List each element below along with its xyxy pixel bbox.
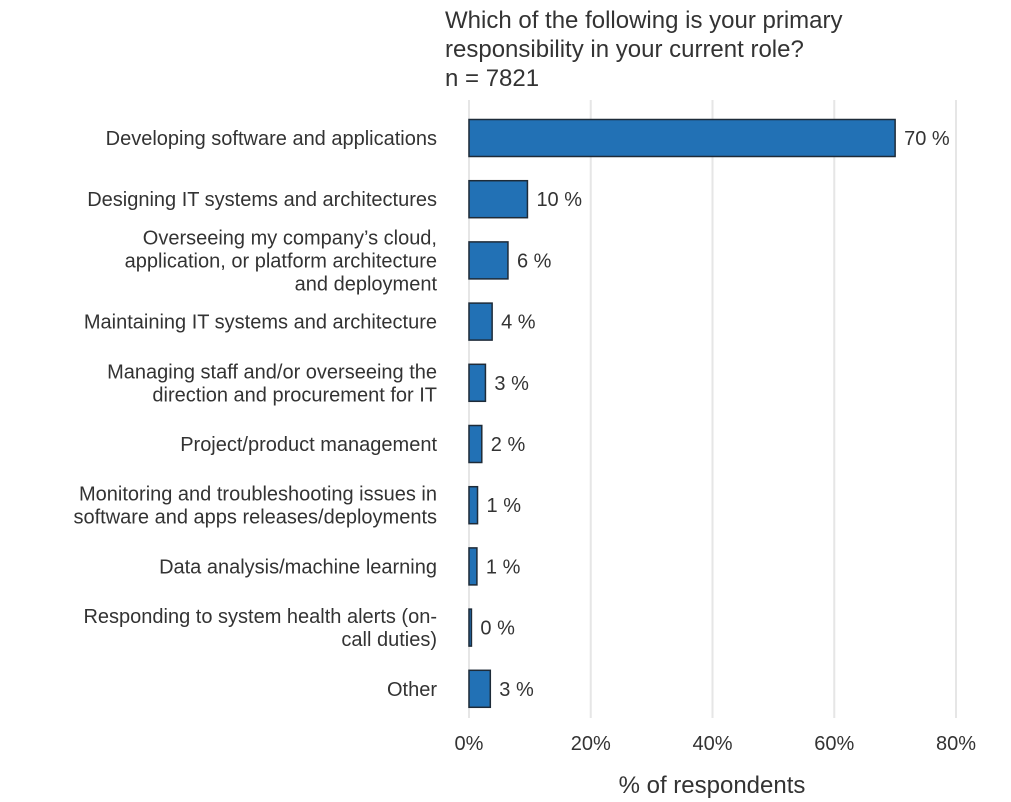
bar: [468, 241, 509, 280]
bar: [468, 118, 896, 158]
x-axis-title: % of respondents: [619, 772, 806, 799]
category-label: Project/product management: [180, 434, 437, 456]
category-label-line: application, or platform architecture: [125, 250, 437, 272]
category-label-line: Other: [387, 679, 437, 701]
x-tick-label: 60%: [814, 733, 854, 755]
value-label: 4 %: [501, 312, 536, 334]
x-axis-ticks: 0% 20% 40% 60% 80%: [455, 733, 977, 755]
category-label: Developing software and applications: [106, 128, 437, 150]
value-label: 1 %: [486, 556, 521, 578]
x-tick-label: 80%: [936, 733, 976, 755]
chart-title-line-1: Which of the following is your primary: [445, 7, 843, 34]
value-label: 3 %: [494, 373, 529, 395]
value-label: 3 %: [499, 679, 534, 701]
category-label-line: Maintaining IT systems and architecture: [84, 312, 437, 334]
bar: [468, 179, 529, 219]
bar: [468, 424, 483, 464]
category-label-line: software and apps releases/deployments: [73, 507, 437, 529]
category-label-line: direction and procurement for IT: [152, 384, 437, 406]
category-labels: Developing software and applications Desi…: [73, 128, 437, 701]
x-tick-label: 0%: [455, 733, 484, 755]
bar: [468, 608, 473, 647]
value-label: 1 %: [487, 495, 522, 517]
chart-subtitle: n = 7821: [445, 65, 540, 92]
category-label-line: Responding to system health alerts (on-: [83, 606, 437, 628]
x-tick-label: 40%: [692, 733, 732, 755]
category-label: Designing IT systems and architectures: [87, 189, 437, 211]
bar: [468, 485, 479, 525]
chart-title-block: Which of the following is your primary r…: [445, 6, 1005, 93]
category-label: Managing staff and/or overseeing the dire…: [107, 361, 437, 406]
category-label: Monitoring and troubleshooting issues in…: [73, 484, 437, 529]
value-label: 10 %: [536, 189, 582, 211]
category-label: Data analysis/machine learning: [159, 556, 437, 578]
category-label: Other: [387, 679, 437, 701]
category-label: Responding to system health alerts (on-c…: [83, 606, 437, 651]
category-label-line: Developing software and applications: [106, 128, 437, 150]
category-label: Overseeing my company’s cloud, applicatio…: [125, 227, 438, 295]
category-label-line: call duties): [341, 629, 437, 651]
value-label: 6 %: [517, 250, 552, 272]
category-label-line: and deployment: [295, 273, 438, 295]
bar: [468, 669, 492, 709]
category-label-line: Overseeing my company’s cloud,: [143, 227, 437, 249]
x-tick-label: 20%: [571, 733, 611, 755]
bar: [468, 302, 493, 341]
category-label-line: Data analysis/machine learning: [159, 556, 437, 578]
value-label: 0 %: [480, 618, 515, 640]
category-label-line: Designing IT systems and architectures: [87, 189, 437, 211]
category-label: Maintaining IT systems and architecture: [84, 312, 437, 334]
value-label: 70 %: [904, 128, 950, 150]
bars: [468, 118, 896, 709]
value-label: 2 %: [491, 434, 526, 456]
category-label-line: Project/product management: [180, 434, 437, 456]
category-label-line: Monitoring and troubleshooting issues in: [79, 484, 437, 506]
value-labels: 70 % 10 % 6 % 4 % 3 % 2 % 1 % 1 % 0 % 3 %: [480, 128, 949, 701]
bar: [468, 547, 478, 586]
category-label-line: Managing staff and/or overseeing the: [107, 361, 437, 383]
chart-title-line-2: responsibility in your current role?: [445, 36, 804, 63]
bar: [468, 363, 487, 403]
